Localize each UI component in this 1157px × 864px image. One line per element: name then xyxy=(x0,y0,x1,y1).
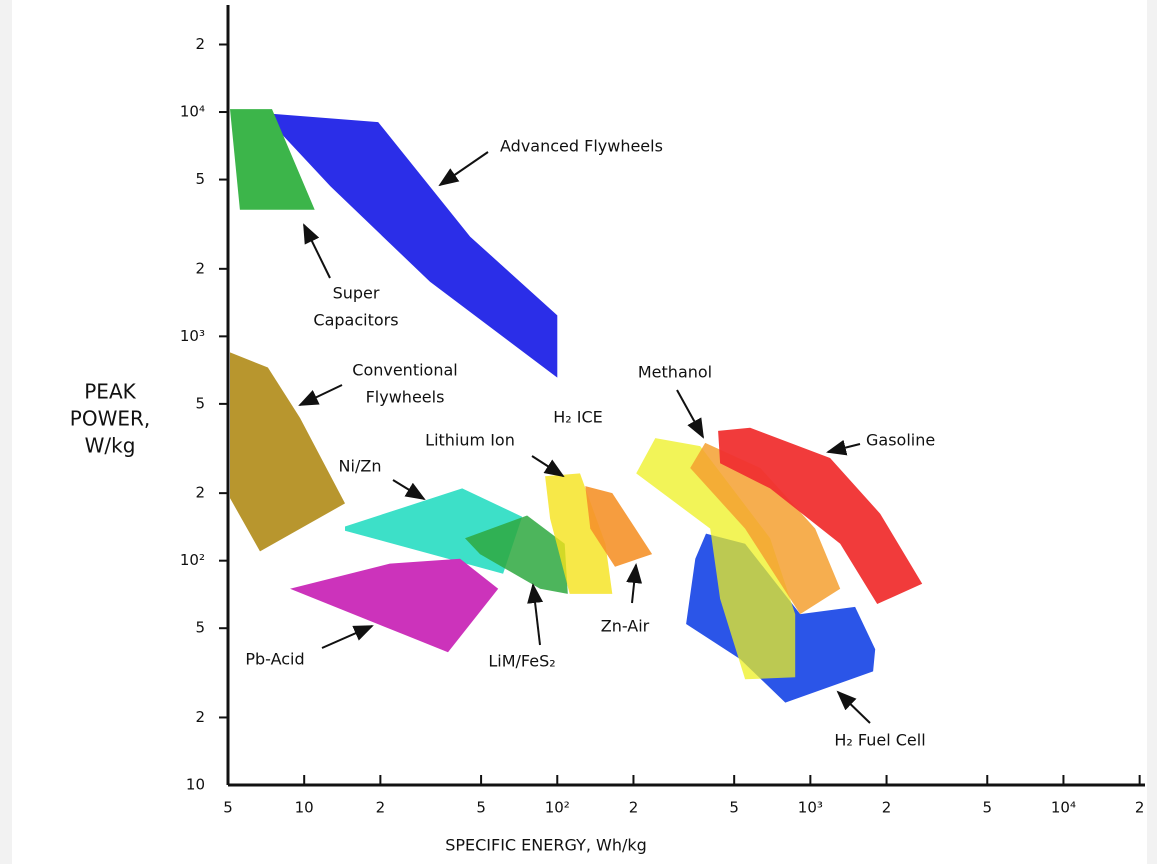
region-label: LiM/FeS₂ xyxy=(488,652,555,671)
arrow xyxy=(438,151,489,187)
region-label: Pb-Acid xyxy=(245,650,304,669)
region xyxy=(230,352,345,552)
y-tick-label: 5 xyxy=(195,170,205,188)
x-tick-label: 10⁴ xyxy=(1051,799,1076,817)
region-label: Lithium Ion xyxy=(425,431,515,450)
region-label: H₂ ICE xyxy=(553,408,603,427)
region-label: H₂ Fuel Cell xyxy=(834,731,925,750)
y-tick-label: 2 xyxy=(195,484,205,502)
region xyxy=(545,473,613,594)
region xyxy=(718,427,923,604)
labels: Advanced Flywheels Super Capacitors Convent… xyxy=(245,137,935,750)
x-tick-label: 10³ xyxy=(798,799,823,817)
y-tick-label: 2 xyxy=(195,259,205,277)
x-tick-label: 5 xyxy=(982,799,992,817)
arrow xyxy=(676,389,704,439)
region-label: Flywheels xyxy=(366,388,445,407)
arrow xyxy=(836,690,871,724)
region-label: Methanol xyxy=(638,363,712,382)
arrow xyxy=(626,563,643,604)
region-label: Capacitors xyxy=(313,311,398,330)
region xyxy=(345,488,523,574)
region-label: Ni/Zn xyxy=(339,457,382,476)
x-tick-label: 10 xyxy=(295,799,314,817)
x-tick-label: 2 xyxy=(1135,799,1145,817)
y-tick-label: 10² xyxy=(180,551,205,569)
region xyxy=(636,438,796,680)
arrow xyxy=(392,479,426,501)
x-tick-label: 2 xyxy=(376,799,386,817)
y-tick-label: 5 xyxy=(195,394,205,412)
region-label: Zn-Air xyxy=(601,617,650,636)
y-axis-label: PEAK xyxy=(84,380,136,404)
region xyxy=(465,515,568,594)
region xyxy=(290,558,499,653)
arrow xyxy=(531,455,565,478)
y-tick-label: 2 xyxy=(195,708,205,726)
y-tick-label: 10 xyxy=(186,776,205,794)
arrow xyxy=(303,223,331,279)
region-label: Advanced Flywheels xyxy=(500,137,663,156)
region xyxy=(262,113,558,378)
y-axis-label: W/kg xyxy=(85,434,136,458)
y-tick-label: 2 xyxy=(195,35,205,53)
arrow xyxy=(321,625,374,649)
y-tick-label: 10³ xyxy=(180,327,205,345)
region xyxy=(690,442,841,615)
x-tick-label: 5 xyxy=(476,799,486,817)
region xyxy=(230,109,315,210)
region-label: Gasoline xyxy=(866,431,935,450)
regions xyxy=(230,109,923,703)
y-axis-label: POWER, xyxy=(70,407,150,431)
y-tick-label: 5 xyxy=(195,619,205,637)
region-label: Super xyxy=(333,284,380,303)
region xyxy=(585,486,653,567)
region-label: Conventional xyxy=(352,361,457,380)
x-tick-label: 5 xyxy=(729,799,739,817)
x-tick-label: 10² xyxy=(545,799,570,817)
arrow xyxy=(527,583,544,646)
arrow xyxy=(298,384,343,406)
x-tick-label: 2 xyxy=(882,799,892,817)
x-tick-label: 2 xyxy=(629,799,639,817)
arrow xyxy=(826,439,861,456)
axes: 10 2 5 10² 2 5 10³ 2 5 10⁴ 2 5 10 2 5 10² 2 5 10³ 2 5 10⁴ 2 SPE… xyxy=(70,5,1145,855)
plot-background xyxy=(12,0,1147,864)
x-axis-label: SPECIFIC ENERGY, Wh/kg xyxy=(445,836,647,855)
x-tick-label: 5 xyxy=(223,799,233,817)
y-tick-label: 10⁴ xyxy=(180,103,205,121)
